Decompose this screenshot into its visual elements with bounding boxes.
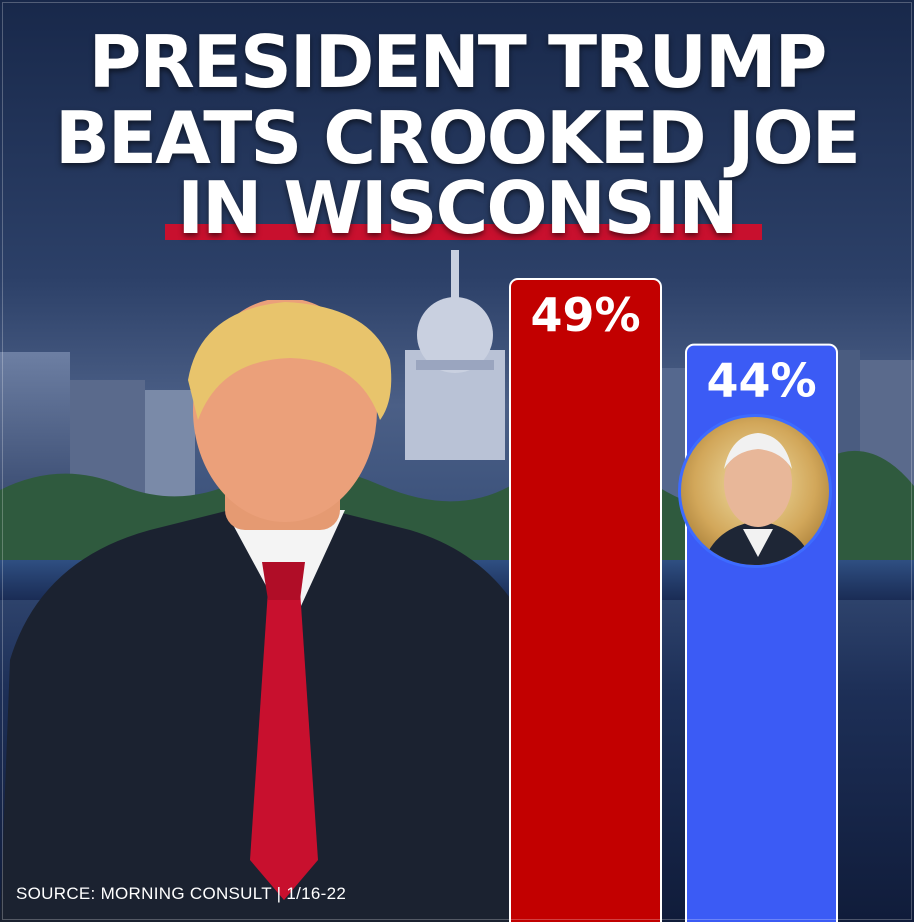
bar-label-trump: 49% [530,288,640,342]
bar-label-biden: 44% [706,354,816,408]
trump-portrait-icon [0,300,560,922]
headline-line-2: BEATS CROOKED JOE [55,96,861,180]
headline-underline [165,224,762,240]
biden-portrait-icon [678,414,832,568]
source-note: SOURCE: MORNING CONSULT | 1/16-22 [16,884,347,903]
biden-face-icon [702,433,814,565]
bar-trump [509,278,662,922]
headline-line-3: IN WISCONSIN [177,166,738,250]
headline-line-1: PRESIDENT TRUMP [88,20,828,104]
